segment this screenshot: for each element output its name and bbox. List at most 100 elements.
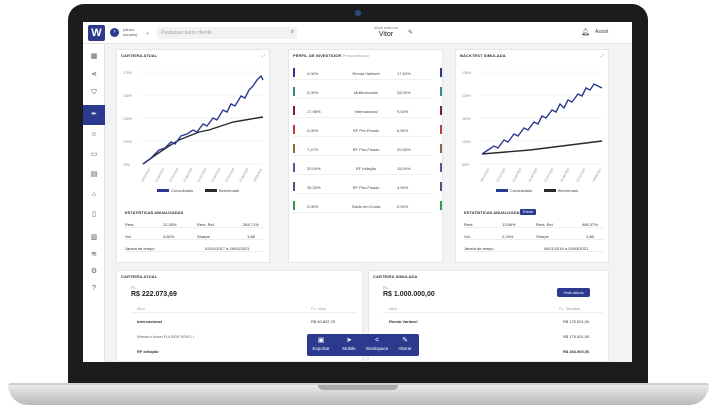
laptop-notch <box>318 385 398 390</box>
export-button[interactable]: ▣ Exportar <box>307 334 335 356</box>
svg-text:150%: 150% <box>123 94 132 98</box>
svg-text:01/01/2020: 01/01/2020 <box>224 167 235 182</box>
pencil-icon: ✎ <box>402 337 408 344</box>
profile-class-name: Multimercado <box>353 90 378 95</box>
profile-current-value: 17,98% <box>307 109 321 114</box>
profile-row[interactable]: 7,27% RF Pós-Fixado 20,55% <box>293 142 442 156</box>
profile-target-value: 28,00% <box>397 90 411 95</box>
panel-title: CARTEIRA ATUAL <box>121 53 158 58</box>
pl-value: R$ 1.000.000,00 <box>383 291 435 298</box>
mobile-button[interactable]: ➤ Mobile <box>335 334 363 356</box>
profile-color-bar <box>293 144 295 153</box>
settings-icon[interactable]: ⚙ <box>90 268 98 275</box>
svg-text:08/11/2019: 08/11/2019 <box>479 167 490 182</box>
svg-text:90%: 90% <box>462 163 469 167</box>
profile-color-bar <box>293 68 295 77</box>
laptop-base <box>8 385 709 405</box>
pl-value: R$ 222.073,69 <box>131 291 177 298</box>
shield-icon[interactable]: ⛉ <box>91 89 97 96</box>
table-cell[interactable]: RF Inflação <box>137 349 159 354</box>
sidebar: ▦ ⋖ ⛉ ✒ ☺ ▭ ▤ ⌂ ▯ ▥ ≋ ⚙ ? <box>83 44 105 362</box>
profile-row[interactable]: 0,00% Multimercado 28,00% <box>293 85 442 99</box>
legend-portfolio: Consolidado <box>496 188 532 193</box>
table-cell: R$ 175.001,00 <box>563 334 590 339</box>
svg-text:02/01/2017: 02/01/2017 <box>140 167 151 182</box>
layers-icon[interactable]: ≋ <box>91 251 97 258</box>
profile-row[interactable]: 0,00% RF Pré-Fixado 6,90% <box>293 123 442 137</box>
profile-class-name: Saldo em Conta <box>351 204 381 209</box>
bell-icon[interactable]: 🔔︎ <box>581 29 590 36</box>
profile-target-value: 15,00% <box>397 166 411 171</box>
edit-icon[interactable]: ✎ <box>408 30 414 36</box>
stats-title: ESTATÍSTICAS ANUALIZADAS <box>464 210 523 215</box>
pen-icon[interactable]: ✒ <box>83 105 105 125</box>
document-icon[interactable]: ▯ <box>92 211 96 218</box>
calendar-icon[interactable]: ▦ <box>90 53 98 60</box>
svg-text:120%: 120% <box>462 94 471 98</box>
bank-icon[interactable]: ⌂ <box>91 191 97 198</box>
simulated-backtest-chart: 130% 120% 110% 100% 90% 08/11/2019 01/01/20… <box>462 71 603 183</box>
info-assets-button[interactable]: +Info ativos <box>557 288 590 297</box>
search-icon[interactable]: ⌕ <box>290 29 294 35</box>
action-bar: ▣ Exportar ➤ Mobile < Workspace ✎ Alterar <box>307 334 419 356</box>
profile-target-value: 3,00% <box>397 185 409 190</box>
svg-text:01/03/2020: 01/03/2020 <box>511 167 522 182</box>
stats-row: Vol. 3,80% Sharpe 1,68 <box>125 234 265 240</box>
profile-class-name: RF Pré-Fixado <box>352 128 379 133</box>
client-name[interactable]: (demo usuario) <box>123 27 138 37</box>
table-header: Ativo P.L. Simulado <box>383 307 603 313</box>
table-cell: R$ 40.802,78 <box>311 319 336 324</box>
table-cell[interactable]: Renda Variável <box>389 319 418 324</box>
svg-text:29/03/2021: 29/03/2021 <box>591 167 602 182</box>
profile-current-value: 36,30% <box>307 185 321 190</box>
svg-text:100%: 100% <box>123 140 132 144</box>
svg-text:01/01/2018: 01/01/2018 <box>168 167 179 182</box>
app-logo[interactable]: W <box>88 25 105 41</box>
camera <box>355 10 361 16</box>
search-input[interactable]: Pesquisar outro cliente ⌕ <box>157 27 297 39</box>
current-portfolio-chart: 175% 150% 125% 100% 75% 02/01/2017 01/06/20… <box>123 71 264 183</box>
profile-current-value: 0,00% <box>307 71 319 76</box>
current-portfolio-panel: CARTEIRA ATUAL ⤢ 175% 150% 125% 100% 75% 02… <box>116 49 270 263</box>
expand-icon[interactable]: ⤢ <box>261 53 265 58</box>
svg-text:125%: 125% <box>123 117 132 121</box>
search-placeholder: Pesquisar outro cliente <box>161 30 212 36</box>
svg-text:01/07/2020: 01/07/2020 <box>543 167 554 182</box>
table-cell[interactable]: Internacional <box>137 319 162 324</box>
table-cell[interactable]: Western Asset FIA BDR NÍVEL I <box>137 334 195 339</box>
profile-row[interactable]: 0,00% Renda Variável 17,50% <box>293 66 442 80</box>
briefcase-icon[interactable]: ▭ <box>90 151 98 158</box>
svg-text:01/01/2019: 01/01/2019 <box>196 167 207 182</box>
legend-benchmark: Benchmark <box>544 188 578 193</box>
profile-target-value: 20,55% <box>397 147 411 152</box>
viewing-name: Vitor <box>378 31 394 38</box>
svg-text:110%: 110% <box>462 117 471 121</box>
profile-row[interactable]: 0,00% Saldo em Conta 0,00% <box>293 199 442 213</box>
share-icon: < <box>374 337 380 344</box>
expand-icon[interactable]: ⤢ <box>600 53 604 58</box>
svg-text:100%: 100% <box>462 140 471 144</box>
building-icon[interactable]: ▥ <box>90 234 98 241</box>
chevron-down-icon[interactable]: ⌄ <box>145 30 151 36</box>
help-icon[interactable]: ? <box>92 285 96 292</box>
profile-color-bar <box>440 87 442 96</box>
extract-button[interactable]: Extrair <box>520 209 537 215</box>
workspace-button[interactable]: < Workspace <box>363 334 391 356</box>
profile-row[interactable]: 20,09% RF Inflação 15,00% <box>293 161 442 175</box>
chart-icon[interactable]: ▤ <box>90 171 98 178</box>
profile-current-value: 20,09% <box>307 166 321 171</box>
legend-portfolio: Consolidado <box>157 188 193 193</box>
profile-row[interactable]: 36,30% RF Pós-Fixado 3,00% <box>293 180 442 194</box>
profile-color-bar <box>293 125 295 134</box>
stats-row: Vol. 2,24% Sharpe 1,88 <box>464 234 604 240</box>
profile-row[interactable]: 17,98% Internacional 9,00% <box>293 104 442 118</box>
profile-class-name: Renda Variável <box>352 71 380 76</box>
user-avatar-icon[interactable]: › <box>110 28 119 37</box>
users-icon[interactable]: ☺ <box>90 131 98 138</box>
table-cell: R$ 284.900,00 <box>563 349 590 354</box>
svg-text:75%: 75% <box>123 163 130 167</box>
change-button[interactable]: ✎ Alterar <box>391 334 419 356</box>
current-portfolio-table-panel: CARTEIRA ATUAL P.L. R$ 222.073,69 Ativo … <box>116 270 363 362</box>
account-menu[interactable]: Assist <box>595 29 609 35</box>
share-icon[interactable]: ⋖ <box>91 71 97 78</box>
